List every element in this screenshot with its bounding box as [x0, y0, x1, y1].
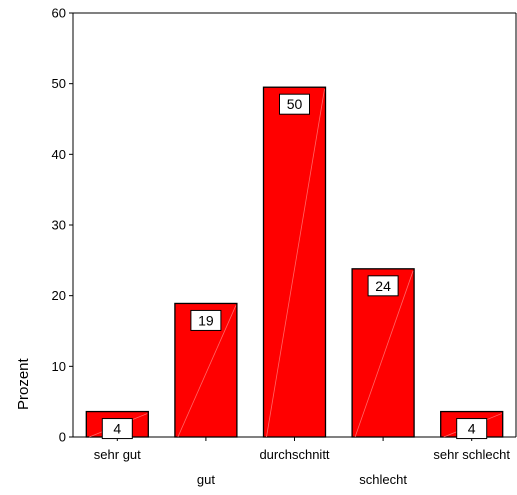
- bar-shade: [354, 270, 414, 438]
- y-tick-label: 40: [52, 147, 66, 162]
- data-label-box: [456, 418, 488, 440]
- y-tick-label: 60: [52, 6, 66, 21]
- labels: sehr gut 4 gut 19 durchschnitt 50 schlecht 24 se…: [94, 93, 510, 487]
- x-category-label: sehr schlecht: [433, 447, 510, 462]
- data-label: 4: [113, 421, 121, 437]
- y-tick-label: 10: [52, 359, 66, 374]
- data-label-box: [190, 309, 222, 331]
- data-label-box: [367, 275, 399, 297]
- y-axis-title: Prozent: [15, 357, 32, 410]
- x-category-label: durchschnitt: [259, 447, 329, 462]
- data-label: 19: [198, 312, 214, 328]
- y-tick-label: 0: [59, 430, 66, 445]
- bar-shade: [266, 89, 325, 438]
- data-label-box: [101, 418, 133, 440]
- y-tick-label: 50: [52, 76, 66, 91]
- bar-shade: [177, 305, 237, 438]
- x-category-label: schlecht: [359, 472, 407, 487]
- y-tick-label: 30: [52, 218, 66, 233]
- bars: [85, 86, 504, 438]
- data-label-box: [279, 93, 310, 115]
- y-tick-label: 20: [52, 288, 66, 303]
- data-label: 50: [287, 96, 303, 112]
- data-label: 24: [375, 278, 391, 294]
- data-label: 4: [468, 421, 476, 437]
- x-category-label: sehr gut: [94, 447, 141, 462]
- x-category-label: gut: [197, 472, 215, 487]
